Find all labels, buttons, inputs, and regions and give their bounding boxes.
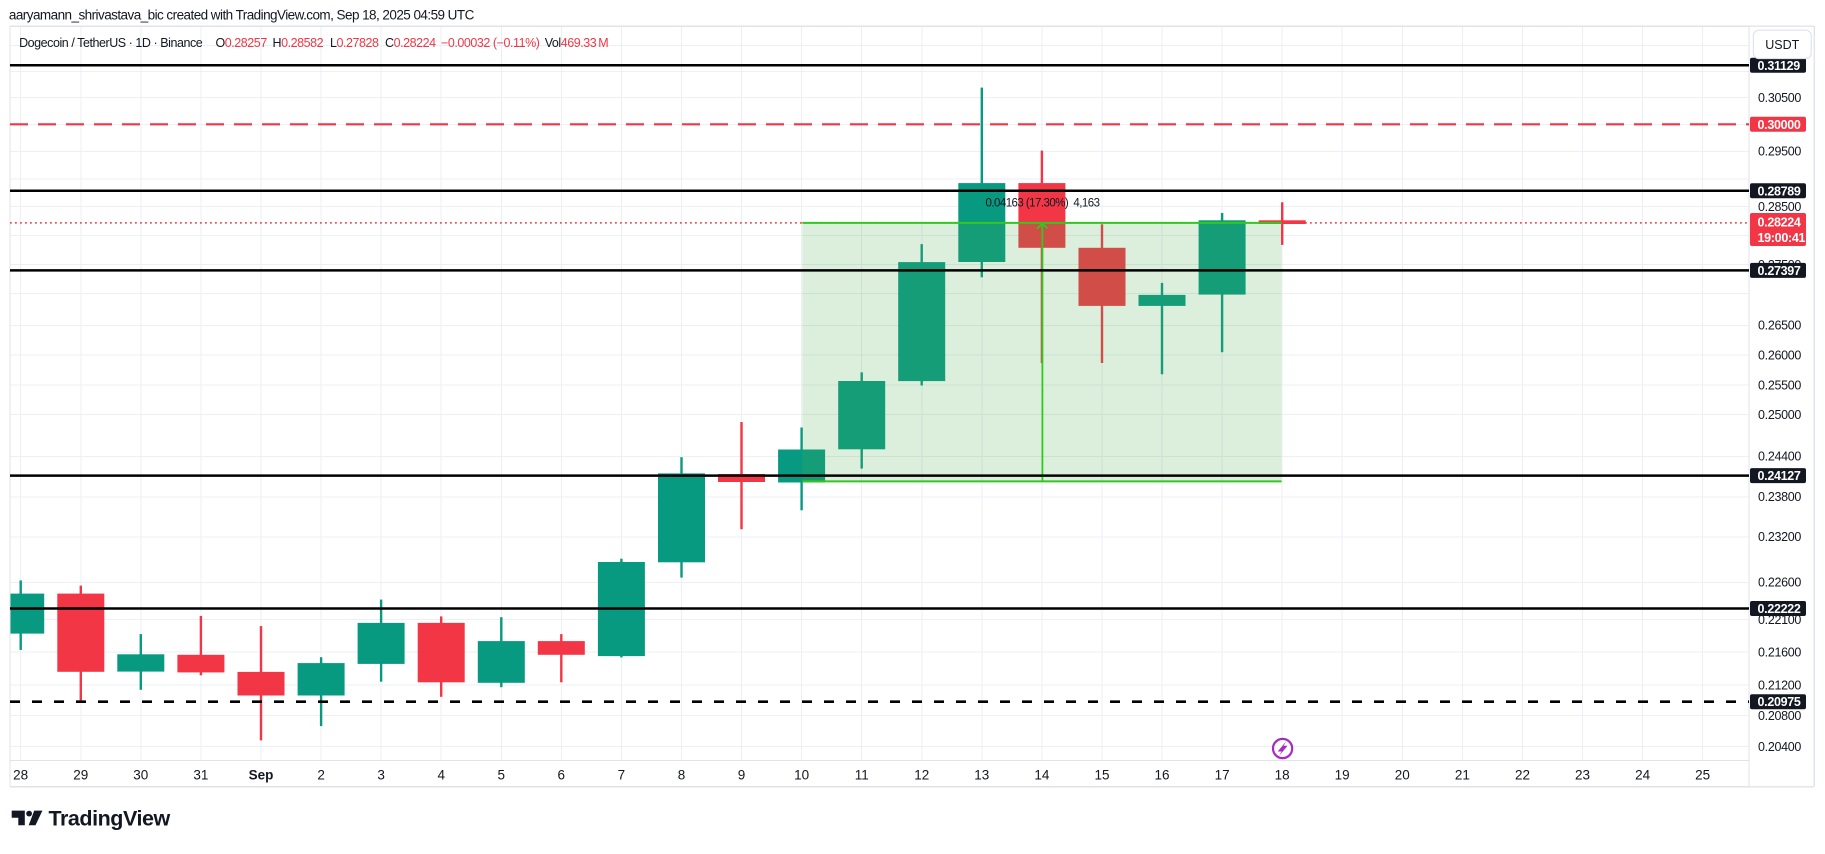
svg-text:5: 5 [498,768,506,783]
svg-text:17: 17 [1215,768,1230,783]
svg-text:0.20800: 0.20800 [1758,709,1801,723]
svg-text:9: 9 [738,768,746,783]
svg-text:0.30500: 0.30500 [1758,91,1801,105]
svg-text:28: 28 [13,768,28,783]
svg-text:31: 31 [193,768,208,783]
svg-text:23: 23 [1575,768,1590,783]
svg-text:0.31129: 0.31129 [1758,59,1801,73]
svg-text:C0.28224: C0.28224 [385,36,436,50]
svg-text:0.20975: 0.20975 [1758,695,1801,709]
svg-text:8: 8 [678,768,686,783]
svg-text:11: 11 [855,768,869,783]
svg-text:0.28789: 0.28789 [1758,184,1801,198]
svg-text:24: 24 [1635,768,1651,783]
svg-text:0.28500: 0.28500 [1758,200,1801,214]
svg-text:10: 10 [794,768,809,783]
svg-text:30: 30 [133,768,148,783]
svg-text:O0.28257: O0.28257 [216,36,268,50]
svg-text:0.26500: 0.26500 [1758,319,1801,333]
svg-text:0.23200: 0.23200 [1758,530,1801,544]
svg-text:19:00:41: 19:00:41 [1758,231,1806,245]
svg-text:Sep: Sep [249,768,274,783]
svg-text:Dogecoin / TetherUS · 1D · Bin: Dogecoin / TetherUS · 1D · Binance [19,36,203,50]
svg-text:0.23800: 0.23800 [1758,490,1801,504]
svg-text:0.25500: 0.25500 [1758,378,1801,392]
svg-text:Vol469.33 M: Vol469.33 M [545,36,609,50]
svg-text:0.22222: 0.22222 [1758,602,1801,616]
svg-text:2: 2 [317,768,325,783]
svg-text:0.20400: 0.20400 [1758,740,1801,754]
svg-text:13: 13 [974,768,989,783]
svg-text:6: 6 [558,768,566,783]
svg-text:21: 21 [1455,768,1470,783]
svg-text:0.22100: 0.22100 [1758,613,1801,627]
svg-text:0.26000: 0.26000 [1758,348,1801,362]
svg-text:−0.00032 (−0.11%): −0.00032 (−0.11%) [441,36,540,50]
svg-text:0.22600: 0.22600 [1758,576,1801,590]
svg-text:4: 4 [437,768,445,783]
svg-text:29: 29 [73,768,88,783]
svg-text:25: 25 [1695,768,1710,783]
svg-text:L0.27828: L0.27828 [330,36,379,50]
svg-text:H0.28582: H0.28582 [273,36,324,50]
svg-text:0.21200: 0.21200 [1758,678,1801,692]
svg-text:USDT: USDT [1765,38,1799,52]
svg-text:15: 15 [1094,768,1109,783]
svg-text:12: 12 [914,768,929,783]
svg-text:0.28224: 0.28224 [1758,216,1801,230]
svg-text:TradingView: TradingView [49,806,171,830]
svg-text:16: 16 [1154,768,1169,783]
svg-text:7: 7 [618,768,626,783]
svg-text:22: 22 [1515,768,1530,783]
svg-text:0.24400: 0.24400 [1758,450,1801,464]
svg-text:20: 20 [1395,768,1410,783]
svg-text:0.21600: 0.21600 [1758,645,1801,659]
svg-text:0.29500: 0.29500 [1758,145,1801,159]
svg-text:3: 3 [377,768,385,783]
svg-text:0.24127: 0.24127 [1758,469,1801,483]
svg-text:0.30000: 0.30000 [1758,118,1801,132]
svg-text:14: 14 [1034,768,1050,783]
svg-text:18: 18 [1275,768,1290,783]
svg-text:0.25000: 0.25000 [1758,408,1801,422]
svg-text:0.04163 (17.30%) 4,163: 0.04163 (17.30%) 4,163 [986,198,1100,210]
svg-text:0.27397: 0.27397 [1758,264,1801,278]
svg-text:aaryamann_shrivastava_bic crea: aaryamann_shrivastava_bic created with T… [9,7,475,22]
svg-text:19: 19 [1335,768,1350,783]
